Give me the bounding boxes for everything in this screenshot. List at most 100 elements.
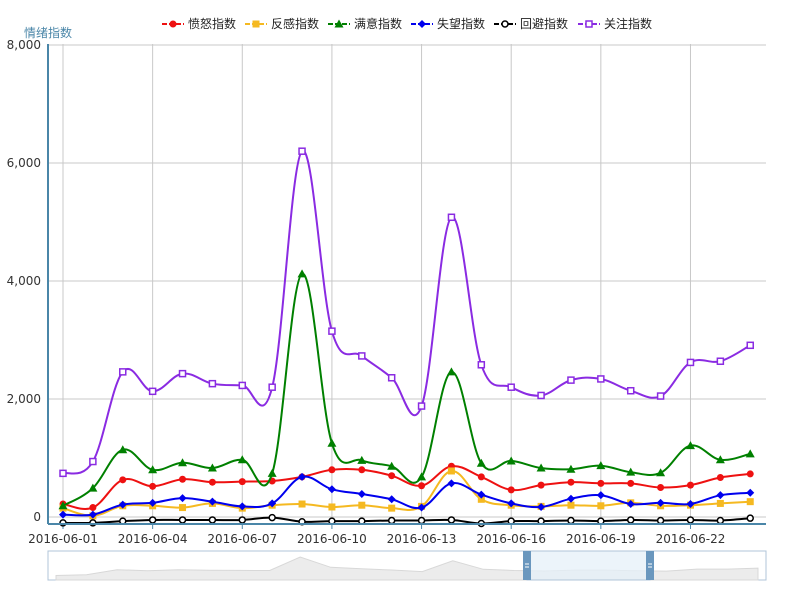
data-point[interactable] <box>745 449 755 458</box>
data-point[interactable] <box>58 501 68 510</box>
data-point[interactable] <box>208 497 217 506</box>
data-point[interactable] <box>716 499 724 507</box>
legend-marker-icon[interactable] <box>501 20 509 28</box>
data-point[interactable] <box>118 500 127 509</box>
data-point[interactable] <box>596 461 606 470</box>
data-point[interactable] <box>388 504 396 512</box>
data-point[interactable] <box>656 516 665 525</box>
data-point[interactable] <box>567 501 575 509</box>
data-point[interactable] <box>208 478 216 486</box>
data-point[interactable] <box>716 491 725 500</box>
data-point[interactable] <box>446 367 456 376</box>
data-point[interactable] <box>357 455 367 464</box>
range-navigator[interactable] <box>47 550 767 581</box>
data-point[interactable] <box>387 495 396 504</box>
data-point[interactable] <box>238 478 246 486</box>
data-point[interactable] <box>746 514 754 522</box>
data-point[interactable] <box>686 500 695 509</box>
data-point[interactable] <box>626 386 635 395</box>
data-point[interactable] <box>59 469 67 478</box>
data-point[interactable] <box>566 464 576 473</box>
data-point[interactable] <box>626 516 635 524</box>
handle-bar[interactable] <box>523 551 531 580</box>
data-point[interactable] <box>686 481 694 489</box>
data-point[interactable] <box>238 381 247 390</box>
legend-item[interactable]: 失望指数 <box>411 16 485 31</box>
data-point[interactable] <box>506 456 516 465</box>
data-point[interactable] <box>686 516 695 524</box>
data-point[interactable] <box>536 463 546 472</box>
data-point[interactable] <box>237 455 247 464</box>
data-point[interactable] <box>507 486 515 494</box>
data-point[interactable] <box>716 516 725 525</box>
data-point[interactable] <box>476 458 486 467</box>
data-point[interactable] <box>148 387 157 396</box>
data-point[interactable] <box>149 482 157 490</box>
data-point[interactable] <box>387 516 396 525</box>
legend-marker-icon[interactable] <box>585 20 593 28</box>
data-point[interactable] <box>746 341 754 350</box>
data-point[interactable] <box>238 516 247 524</box>
data-point[interactable] <box>387 374 396 382</box>
data-point[interactable] <box>567 376 575 384</box>
data-point[interactable] <box>418 482 426 490</box>
data-point[interactable] <box>88 510 97 519</box>
data-point[interactable] <box>716 473 724 481</box>
data-point[interactable] <box>626 467 636 476</box>
data-point[interactable] <box>327 438 337 447</box>
data-point[interactable] <box>656 392 665 400</box>
data-point[interactable] <box>357 489 366 498</box>
data-point[interactable] <box>89 457 97 466</box>
legend-item[interactable]: 回避指数 <box>494 16 568 31</box>
data-point[interactable] <box>597 375 605 383</box>
data-point[interactable] <box>537 481 545 489</box>
legend-item[interactable]: 反感指数 <box>245 16 319 31</box>
data-point[interactable] <box>597 502 605 510</box>
data-point[interactable] <box>477 495 485 503</box>
data-point[interactable] <box>268 383 276 391</box>
data-point[interactable] <box>656 498 665 507</box>
data-point[interactable] <box>537 391 545 400</box>
data-point[interactable] <box>447 479 456 488</box>
data-point[interactable] <box>268 499 277 508</box>
data-point[interactable] <box>208 516 217 524</box>
data-point[interactable] <box>477 473 485 481</box>
data-point[interactable] <box>327 485 336 494</box>
data-point[interactable] <box>477 490 486 499</box>
data-point[interactable] <box>178 494 187 503</box>
data-point[interactable] <box>119 368 127 376</box>
data-point[interactable] <box>59 510 67 519</box>
data-point[interactable] <box>148 498 157 507</box>
data-point[interactable] <box>507 383 515 391</box>
data-point[interactable] <box>298 147 306 155</box>
data-point[interactable] <box>567 478 575 486</box>
data-point[interactable] <box>566 494 575 503</box>
data-point[interactable] <box>685 441 695 450</box>
data-point[interactable] <box>597 479 605 487</box>
data-point[interactable] <box>298 472 307 481</box>
data-point[interactable] <box>686 358 695 367</box>
data-point[interactable] <box>358 466 366 474</box>
data-point[interactable] <box>387 461 397 470</box>
data-point[interactable] <box>447 213 456 222</box>
data-point[interactable] <box>627 479 635 487</box>
data-point[interactable] <box>358 501 366 509</box>
data-point[interactable] <box>238 502 247 511</box>
data-point[interactable] <box>447 516 456 524</box>
data-point[interactable] <box>328 503 336 511</box>
data-point[interactable] <box>178 458 188 467</box>
data-point[interactable] <box>328 466 336 474</box>
data-point[interactable] <box>207 463 217 472</box>
data-point[interactable] <box>179 475 187 483</box>
data-point[interactable] <box>267 468 277 477</box>
data-point[interactable] <box>118 445 128 454</box>
data-point[interactable] <box>715 455 725 464</box>
navigator-left-handle[interactable] <box>523 551 531 580</box>
data-point[interactable] <box>268 513 276 522</box>
data-point[interactable] <box>89 504 97 512</box>
legend-item[interactable]: 关注指数 <box>578 16 652 31</box>
data-point[interactable] <box>447 467 455 475</box>
data-point[interactable] <box>417 516 426 525</box>
data-point[interactable] <box>477 361 486 369</box>
data-point[interactable] <box>716 357 725 365</box>
